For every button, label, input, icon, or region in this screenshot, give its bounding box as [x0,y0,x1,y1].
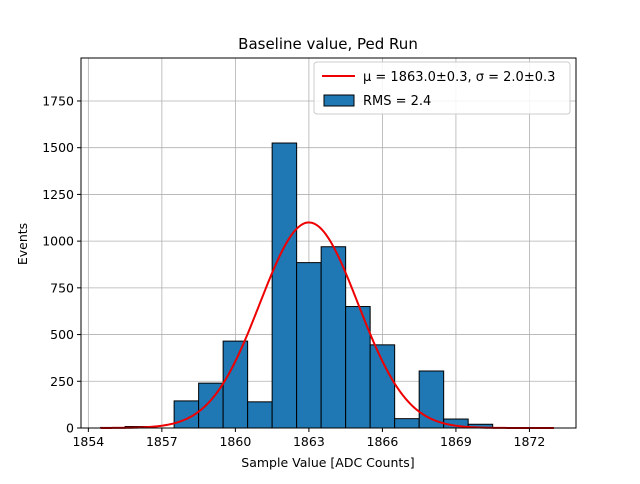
legend-fit-label: μ = 1863.0±0.3, σ = 2.0±0.3 [363,70,555,85]
histogram-bar [345,306,371,429]
legend-hist-swatch [323,94,355,107]
y-tick-label: 250 [50,374,74,389]
x-tick-label: 1860 [219,434,251,449]
x-tick-label: 1866 [367,434,399,449]
y-tick-label: 1000 [42,234,74,249]
y-axis-ticks: 0 250 500 750 1000 1250 1500 1750 [42,93,81,436]
x-axis-label: Sample Value [ADC Counts] [241,455,414,470]
histogram-bar [271,142,298,429]
plot-frame [80,57,577,429]
histogram-bar [369,344,396,429]
y-axis-label: Events [15,223,30,265]
y-tick-label: 750 [50,280,74,295]
x-tick-label: 1854 [72,434,104,449]
gaussian-fit-curve [100,221,554,429]
histogram-bars [100,142,494,429]
legend-hist-label: RMS = 2.4 [363,94,431,109]
x-tick-label: 1857 [146,434,178,449]
legend: μ = 1863.0±0.3, σ = 2.0±0.3 RMS = 2.4 [313,61,571,115]
x-tick-label: 1863 [293,434,325,449]
y-tick-label: 500 [50,327,74,342]
histogram-bar [296,262,322,429]
histogram-bar [222,340,249,429]
histogram-bar [394,418,420,429]
chart-title: Baseline value, Ped Run [238,35,418,53]
y-tick-label: 1500 [42,140,74,155]
x-axis-ticks: 1854 1857 1860 1863 1866 1869 1872 [72,428,545,449]
x-tick-label: 1872 [514,434,546,449]
legend-box [313,61,571,115]
y-tick-label: 0 [66,421,74,436]
histogram-bar [320,246,347,429]
histogram-bar [198,382,224,429]
y-tick-label: 1250 [42,187,74,202]
histogram-bar [247,401,273,429]
y-tick-label: 1750 [42,93,74,108]
x-tick-label: 1869 [440,434,472,449]
